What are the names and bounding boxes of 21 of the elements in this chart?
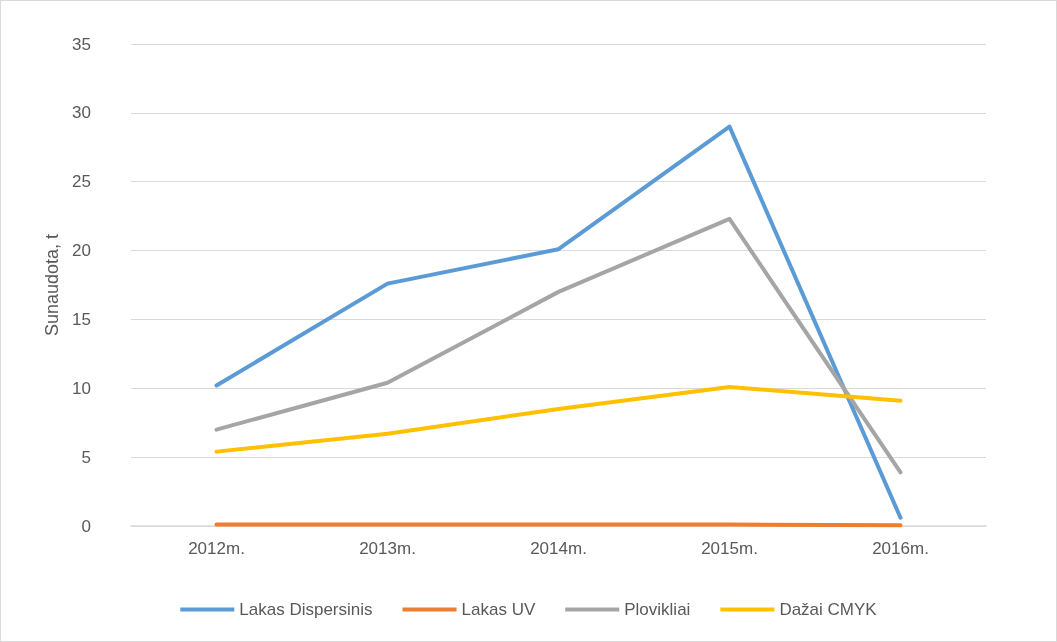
y-tick-label: 25: [72, 172, 91, 192]
legend-label: Plovikliai: [624, 600, 691, 619]
legend-label: Dažai CMYK: [779, 600, 878, 619]
x-tick-label: 2012m.: [188, 539, 245, 558]
line-series: [214, 216, 903, 475]
y-tick-label: 35: [72, 34, 91, 54]
y-tick-label: 5: [81, 447, 91, 467]
y-tick-label: 0: [81, 516, 91, 536]
x-tick-label: 2014m.: [530, 539, 587, 558]
line-series: [214, 384, 903, 454]
x-tick-label: 2015m.: [701, 539, 758, 558]
x-tick-label: 2016m.: [872, 539, 929, 558]
y-tick-label: 20: [72, 241, 91, 261]
y-tick-label: 15: [72, 309, 91, 329]
legend-label: Lakas Dispersinis: [239, 600, 373, 619]
line-series: [214, 124, 903, 520]
y-tick-label: 10: [72, 378, 91, 398]
y-axis-title: Sunaudota, t: [42, 233, 62, 337]
legend-label: Lakas UV: [461, 600, 536, 619]
y-tick-label: 30: [72, 103, 91, 123]
x-tick-label: 2013m.: [359, 539, 416, 558]
